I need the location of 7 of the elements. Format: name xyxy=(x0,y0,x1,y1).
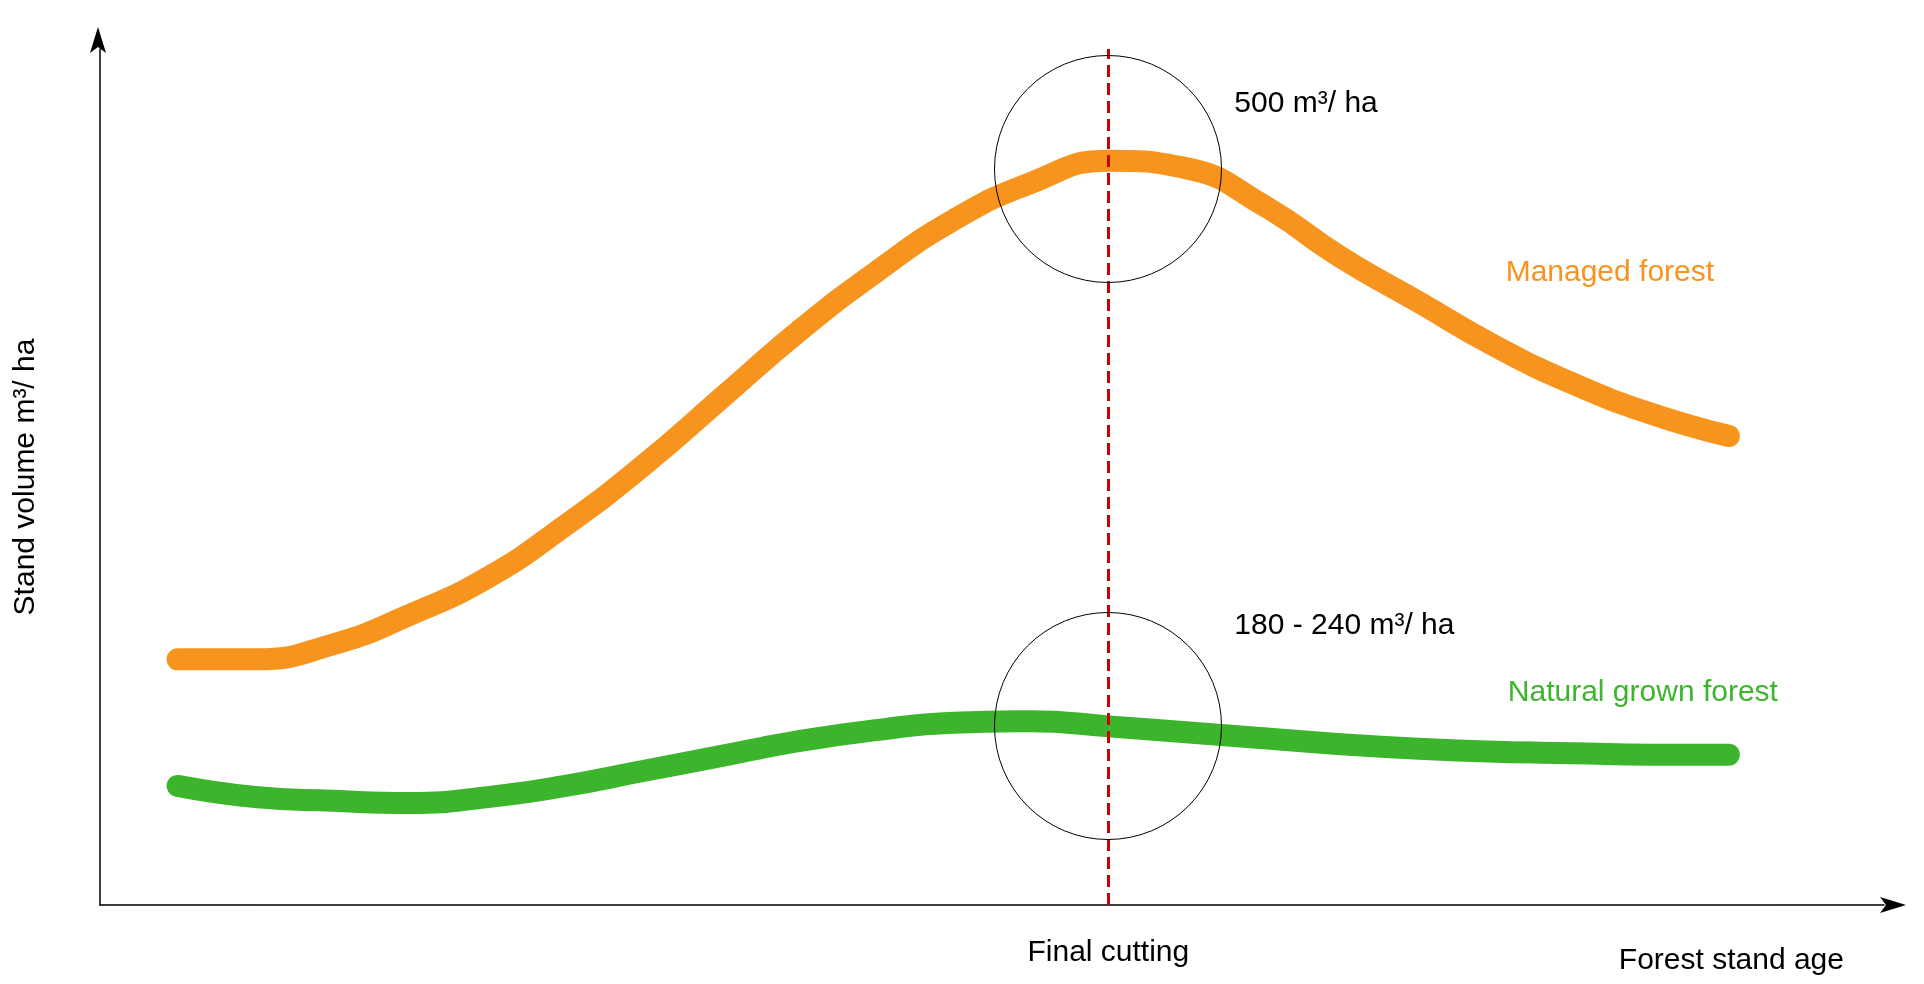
y-axis-title: Stand volume m³/ ha xyxy=(6,338,40,616)
text: Final cutting xyxy=(1027,933,1190,967)
text: 500 m³/ ha xyxy=(1234,85,1379,119)
annotation: 180 - 240 m³/ ha xyxy=(1234,606,1455,640)
x-axis-title: Forest stand age xyxy=(1618,941,1844,975)
series-label: Managed forest xyxy=(1505,253,1715,287)
series-label: Natural grown forest xyxy=(1507,674,1779,708)
